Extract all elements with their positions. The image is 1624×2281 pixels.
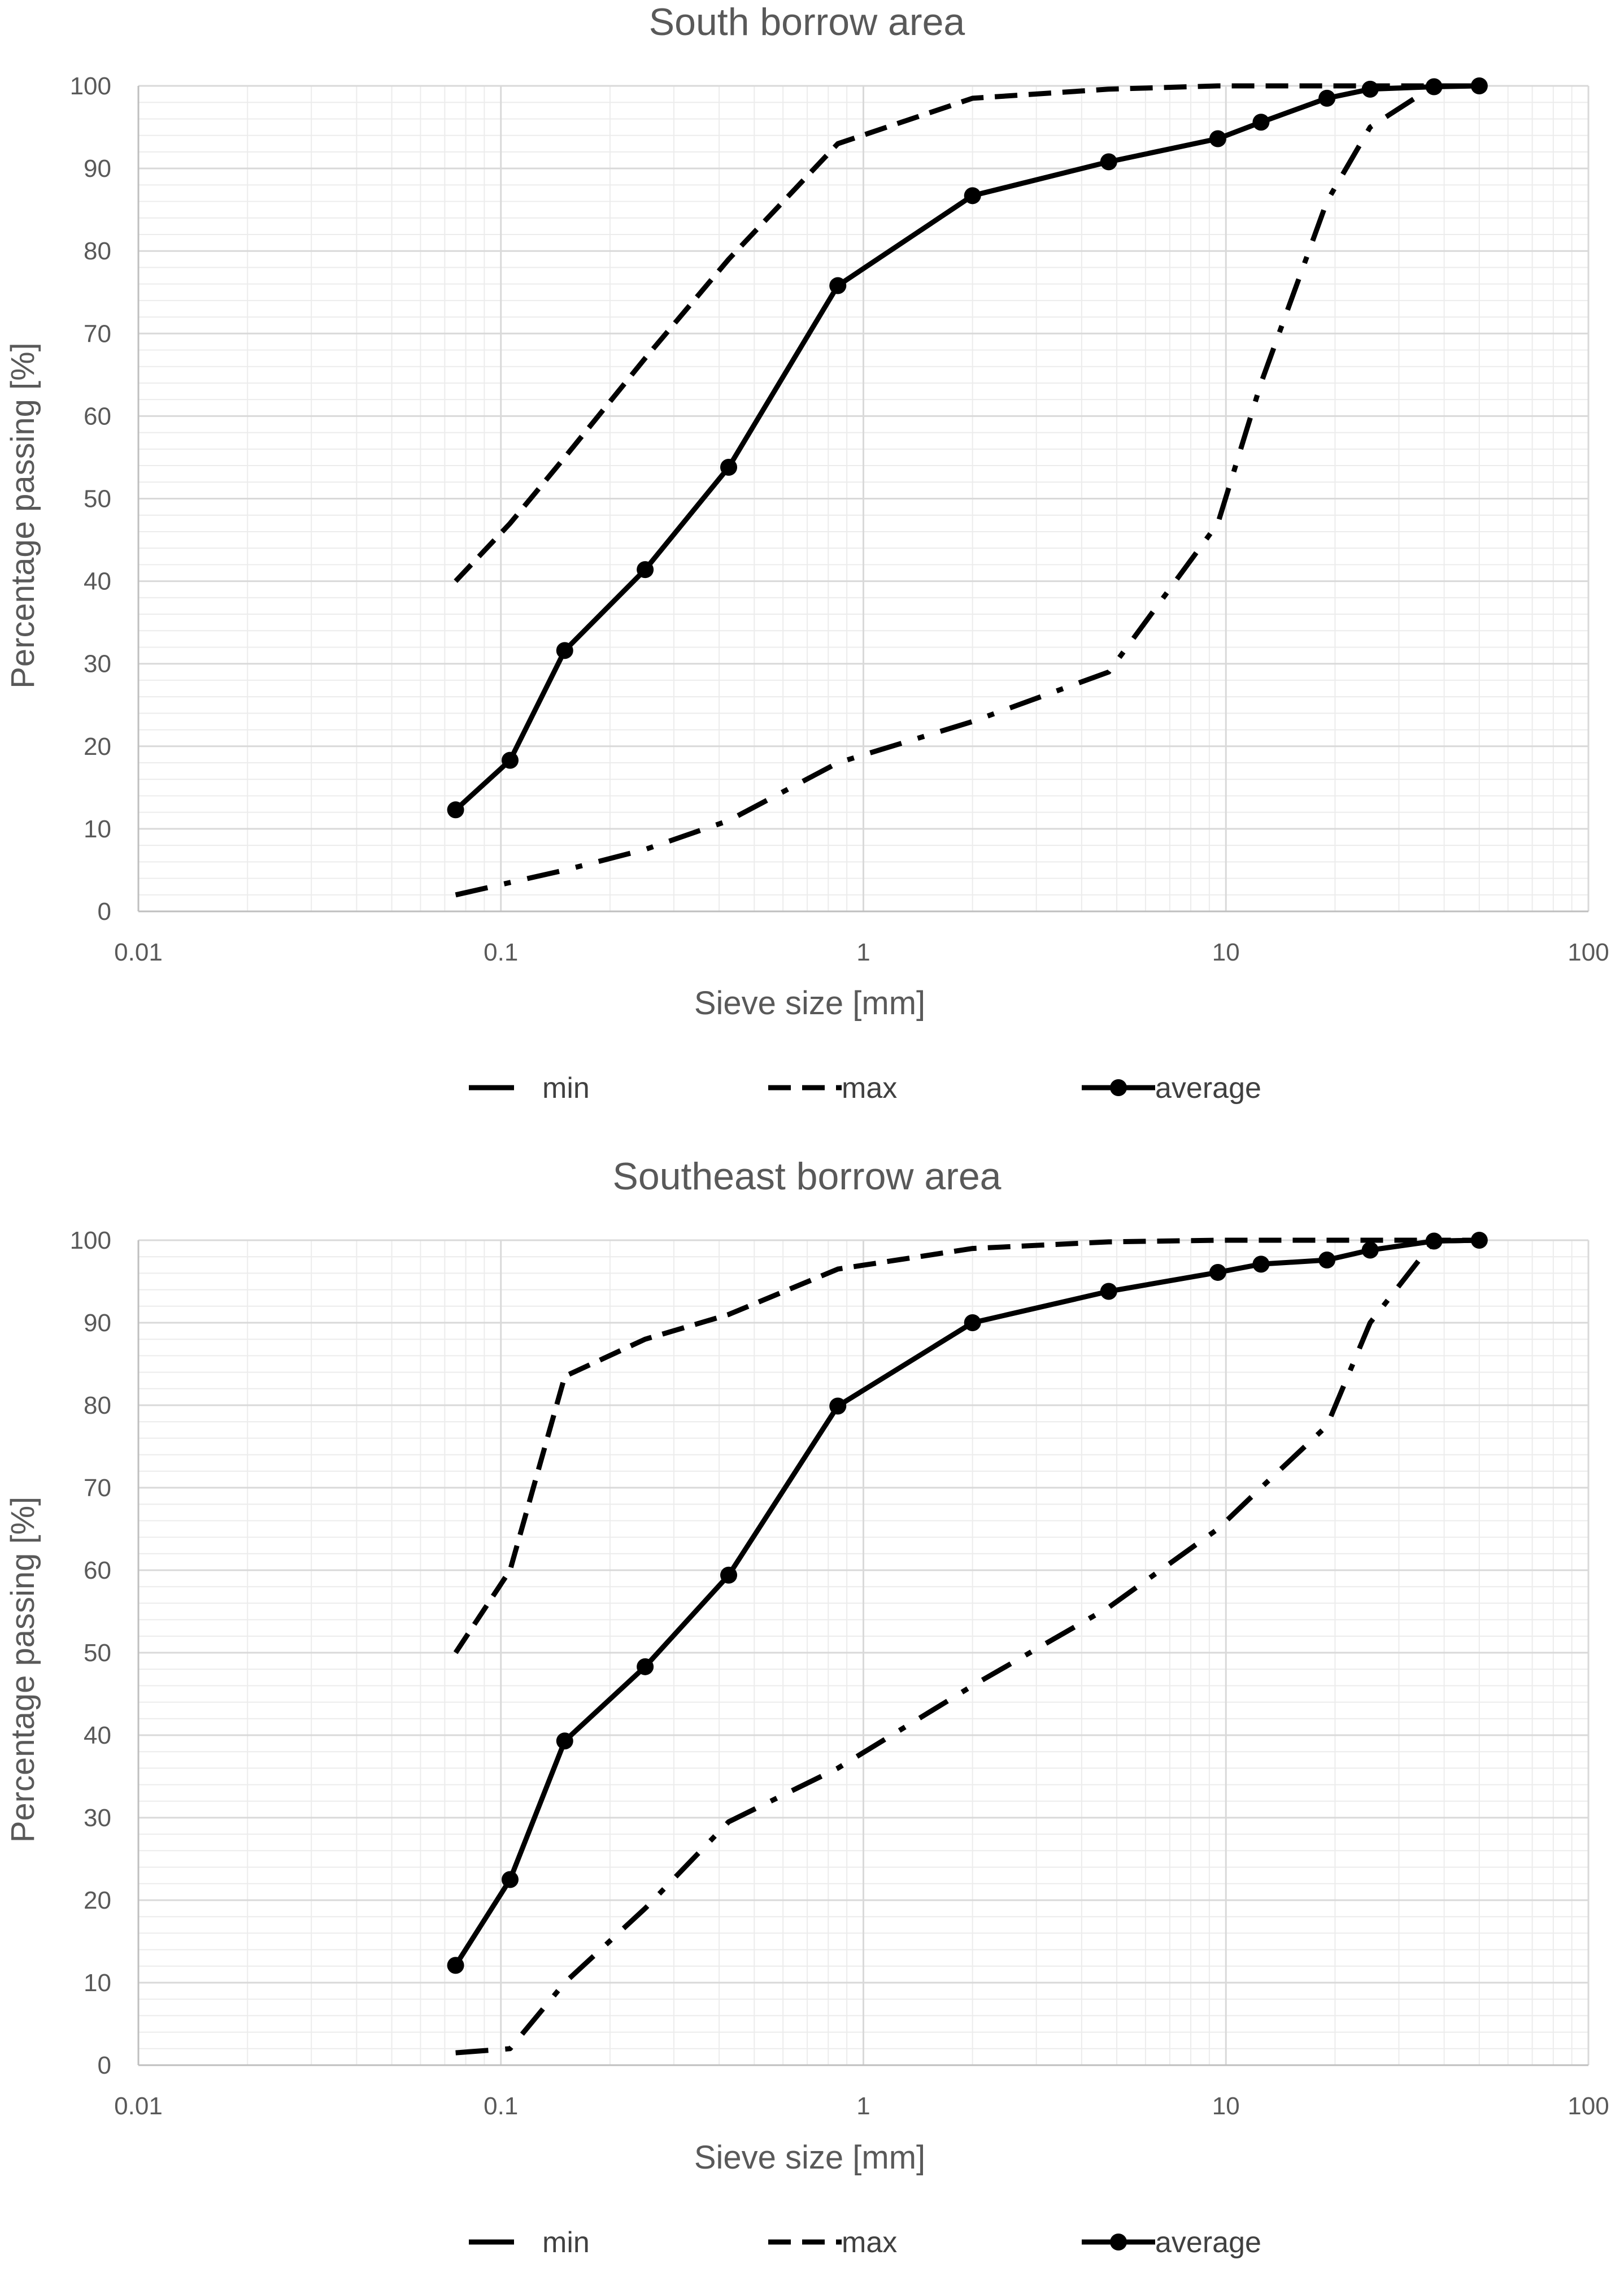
chart1-title: Southeast borrow area [613,1155,1002,1198]
chart1-average-point [1209,1263,1226,1281]
chart0-series-min [455,83,1479,898]
chart0-y-tick-label: 50 [84,485,111,513]
chart0-legend-label-max: max [842,1072,897,1105]
chart1-grid [137,1239,1590,2066]
chart0-x-tick-label: 0.01 [114,939,163,966]
chart0-x-axis-title: Sieve size [mm] [694,985,925,1022]
chart1-series-min [455,1237,1479,2056]
chart0-y-tick-label: 40 [84,568,111,596]
chart0-title: South borrow area [649,1,965,44]
chart1-average-point [1470,1232,1488,1249]
chart0-average-point [720,458,738,476]
chart0-average-point [501,751,519,769]
chart1-x-tick-label: 0.1 [484,2092,518,2120]
chart1-y-tick-label: 50 [84,1639,111,1667]
chart0-x-tick-label: 100 [1568,939,1609,966]
chart0-y-tick-label: 0 [98,898,111,926]
chart0-series-average [447,77,1488,819]
chart0-y-tick-label: 80 [84,237,111,265]
chart1-average-point [447,1957,464,1974]
chart1-y-tick-label: 40 [84,1722,111,1749]
chart0-grid [137,85,1590,913]
chart0-average-point [637,561,654,579]
chart0-y-tick-label: 70 [84,320,111,347]
chart1-y-axis-title: Percentage passing [%] [5,1497,41,1843]
chart1-average-point [1252,1255,1270,1273]
south-borrow-area-chart: South borrow area 0.01 0.1 1 10 100 0 10 20 30 40 5… [5,1,1609,1105]
chart1-y-tick-label: 80 [84,1392,111,1419]
chart1-y-tick-label: 70 [84,1474,111,1502]
chart1-y-tick-label: 60 [84,1557,111,1584]
chart0-average-point [1318,89,1336,107]
chart1-legend: min max average [469,2226,1261,2259]
chart0-average-point [829,277,847,294]
chart1-y-tick-label: 10 [84,1969,111,1997]
chart1-legend-label-max: max [842,2226,897,2259]
chart1-x-tick-label: 0.01 [114,2092,163,2120]
chart0-legend-label-average: average [1155,1072,1261,1105]
chart1-average-point [637,1658,654,1675]
chart1-average-point [556,1732,573,1750]
chart0-series-max [454,83,1479,583]
chart0-y-tick-label: 30 [84,650,111,678]
chart1-x-tick-label: 10 [1212,2092,1240,2120]
chart1-series-average [447,1232,1488,1974]
chart1-max-line [453,1237,1479,1654]
chart0-y-tick-label: 10 [84,815,111,843]
southeast-borrow-area-chart: Southeast borrow area 0.01 0.1 1 10 100 0 10 20 3… [5,1155,1609,2259]
chart1-x-tick-label: 100 [1568,2092,1609,2120]
chart1-min-line [455,1237,1479,2056]
chart1-legend-marker-average [1110,2234,1127,2250]
chart0-average-point [1252,114,1270,131]
chart0-y-tick-label: 20 [84,733,111,761]
chart0-x-tick-label: 10 [1212,939,1240,966]
chart1-average-point [964,1314,981,1331]
chart0-average-point [556,642,573,659]
chart0-x-tick-label: 1 [856,939,870,966]
chart1-x-tick-label: 1 [856,2092,870,2120]
chart1-average-point [501,1871,519,1888]
chart1-y-tick-label: 90 [84,1309,111,1337]
chart1-y-tick-label: 20 [84,1887,111,1914]
chart0-max-line [454,83,1479,583]
chart0-legend-marker-average [1110,1079,1127,1096]
chart1-legend-label-min: min [542,2226,590,2259]
chart0-y-tick-label: 90 [84,155,111,183]
chart1-series-max [453,1237,1479,1654]
chart1-average-point [1100,1283,1117,1300]
chart0-average-point [1209,130,1226,147]
chart0-y-tick-label: 100 [70,72,111,100]
chart1-y-tick-label: 30 [84,1804,111,1832]
chart0-average-point [1361,80,1379,98]
chart0-y-axis-title: Percentage passing [%] [5,342,41,689]
chart1-average-point [1425,1232,1443,1250]
chart0-legend: min max average [469,1072,1261,1105]
chart0-average-point [964,187,981,205]
chart0-average-point [1425,78,1443,95]
chart1-average-point [720,1566,738,1584]
chart0-average-point [447,801,464,819]
chart1-average-point [1361,1241,1379,1259]
chart1-legend-label-average: average [1155,2226,1261,2259]
chart0-y-tick-label: 60 [84,402,111,430]
chart1-y-tick-label: 0 [98,2052,111,2079]
chart0-min-line [455,83,1479,898]
chart1-x-axis-title: Sieve size [mm] [694,2139,925,2176]
chart1-y-tick-label: 100 [70,1227,111,1254]
chart0-x-tick-label: 0.1 [484,939,518,966]
chart0-legend-label-min: min [542,1072,590,1105]
chart1-average-point [829,1397,847,1415]
chart0-average-point [1100,153,1117,171]
chart0-average-point [1470,77,1488,94]
chart1-average-point [1318,1252,1336,1269]
